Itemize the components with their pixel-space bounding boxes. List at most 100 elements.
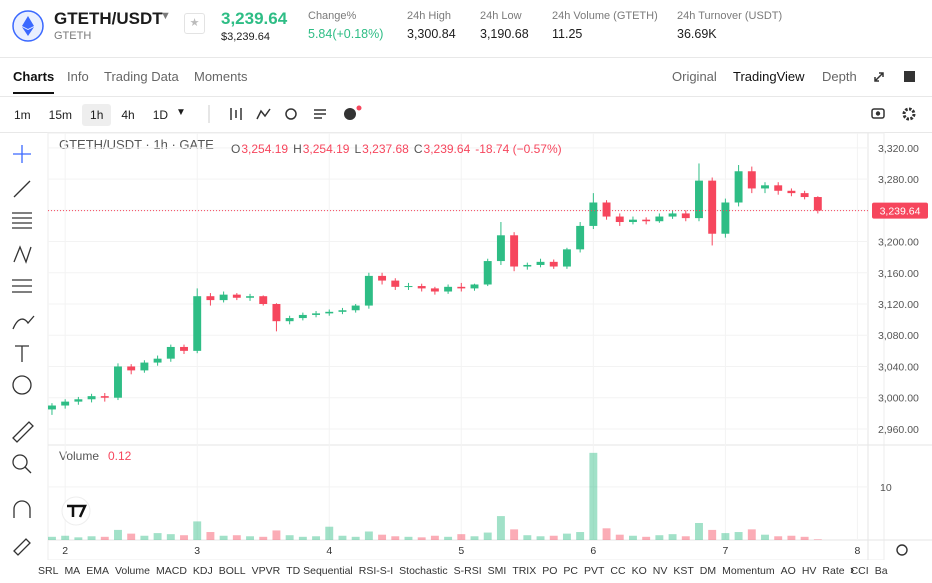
chart-tools[interactable] (205, 103, 375, 125)
view-tab[interactable]: Depth (822, 69, 857, 84)
candle-body (457, 286, 466, 289)
volume-bar (272, 530, 281, 540)
indicator[interactable]: SMI (487, 565, 507, 577)
timeframe[interactable]: 1m (14, 108, 31, 122)
timeframe[interactable]: 1D (152, 108, 169, 122)
volume-bar (338, 535, 347, 540)
chart-title: GTETH/USDT · 1h · GATE (59, 137, 214, 152)
stat-value: 3,190.68 (480, 27, 529, 41)
candle-body (61, 401, 70, 406)
pair[interactable]: GTETH/USDT (54, 9, 163, 28)
indicator[interactable]: KDJ (192, 565, 213, 577)
indicator[interactable]: EMA (86, 565, 109, 577)
indicator[interactable]: Rate (822, 565, 845, 577)
candle-body (48, 405, 56, 410)
indicator[interactable]: Momentum (722, 565, 775, 577)
drawing-toolbar[interactable] (0, 133, 44, 560)
pair-dropdown[interactable]: ▼ (160, 10, 171, 22)
volume-bar (457, 534, 466, 540)
volume-bar (483, 532, 492, 540)
stat-value: 36.69K (677, 27, 717, 41)
volume-bar (800, 536, 809, 540)
y2-tick-label: 10 (880, 482, 892, 494)
indicator[interactable]: Volume (114, 565, 150, 577)
x-tick-label: 3 (194, 545, 200, 557)
indicator[interactable]: DM (699, 565, 717, 577)
stat-value: 11.25 (552, 27, 583, 41)
tab[interactable]: Info (67, 69, 89, 84)
tab[interactable]: Trading Data (104, 69, 179, 84)
stat-label: 24h Volume (GTETH) (552, 10, 658, 22)
candle-body (681, 213, 690, 219)
candle-body (483, 261, 492, 285)
legend-change: -18.74 (−0.57%) (475, 142, 561, 156)
candle-body (615, 216, 624, 223)
indicator[interactable]: TRIX (512, 565, 537, 577)
legend-value: 3,254.19 (241, 142, 288, 156)
indicator[interactable]: MA (64, 565, 81, 577)
indicator[interactable]: KST (673, 565, 694, 577)
candle-body (668, 213, 677, 217)
volume-bar (153, 533, 162, 540)
volume-bar (378, 534, 387, 540)
indicator[interactable]: TD Sequential (286, 565, 353, 577)
indicator[interactable]: CCI (850, 565, 869, 577)
candle-body (523, 264, 532, 267)
base-asset: GTETH (54, 30, 92, 42)
indicator[interactable]: MACD (155, 565, 187, 577)
x-tick-label: 7 (722, 545, 728, 557)
indicator[interactable]: S-RSI (453, 565, 482, 577)
last-price-label: 3,239.64 (880, 206, 921, 218)
volume-bar (655, 535, 664, 540)
candle-body (695, 180, 703, 219)
tab[interactable]: Moments (194, 69, 248, 84)
volume-bar (391, 536, 400, 540)
legend-key: H (293, 142, 302, 156)
tab-bar: Charts Info Trading Data Moments Original Tr… (0, 58, 932, 97)
candle-body (642, 219, 651, 222)
indicator[interactable]: RSI-S-I (358, 565, 394, 577)
timeframe[interactable]: 15m (48, 108, 73, 122)
x-tick-label: 2 (62, 545, 68, 557)
candle-body (206, 296, 215, 301)
indicator[interactable]: PO (542, 565, 558, 577)
indicator[interactable]: PVT (584, 565, 605, 577)
legend-key: C (414, 142, 423, 156)
indicator[interactable]: AO (780, 565, 796, 577)
view-tab[interactable]: TradingView (733, 69, 805, 84)
candle-body (100, 396, 109, 398)
candle-body (404, 286, 413, 288)
settings-icons[interactable] (868, 105, 922, 123)
favorite-star[interactable]: ★ (184, 13, 205, 34)
indicator[interactable]: PC (563, 565, 578, 577)
volume-bar (325, 526, 334, 540)
tab-icons[interactable] (872, 70, 922, 84)
indicator[interactable]: HV (801, 565, 817, 577)
indicator[interactable]: BOLL (218, 565, 246, 577)
indicator[interactable]: VPVR (251, 565, 281, 577)
volume-bar (259, 536, 268, 540)
indicator[interactable]: KO (631, 565, 647, 577)
volume-bar (312, 536, 321, 540)
view-tab[interactable]: Original (672, 69, 717, 84)
volume-bar (246, 536, 254, 540)
candle-body (602, 202, 611, 217)
stat-label: Change% (308, 10, 357, 22)
y-tick-label: 3,200.00 (878, 237, 919, 249)
indicator[interactable]: NV (652, 565, 668, 577)
y-tick-label: 3,000.00 (878, 393, 919, 405)
indicator[interactable]: Ba (874, 565, 888, 577)
timeframe[interactable]: 4h (121, 108, 135, 122)
volume-bar (761, 534, 769, 540)
indicator[interactable]: CC (610, 565, 626, 577)
plot-border (47, 132, 885, 560)
tab[interactable]: Charts (13, 69, 55, 94)
indicator[interactable]: Stochastic (399, 565, 448, 577)
indicator-scroll[interactable]: › (850, 562, 855, 577)
indicator-bar: SRL MA EMA Volume MACD KDJ BOLL VPVR TD Sequenti… (38, 565, 894, 577)
indicator[interactable]: SRL (38, 565, 59, 577)
timeframe[interactable]: 1h (82, 104, 112, 126)
volume-bar (589, 452, 598, 540)
timeframe-dropdown[interactable]: ▼ (176, 107, 186, 118)
